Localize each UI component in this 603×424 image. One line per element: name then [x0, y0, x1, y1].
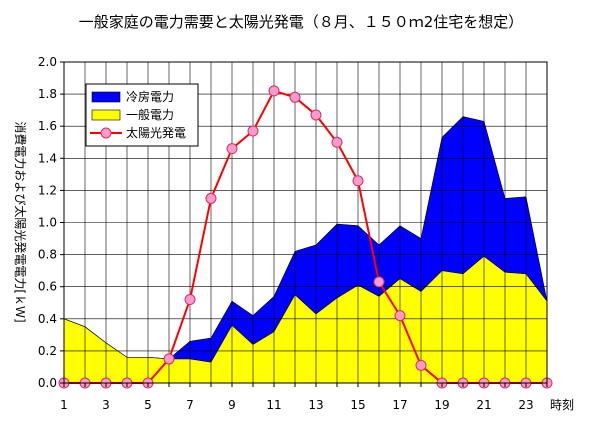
solar-point: [205, 192, 217, 204]
x-tick-label: 23: [518, 398, 533, 412]
solar-point: [163, 353, 175, 365]
y-tick-label: 0.4: [38, 312, 57, 326]
y-axis-ticks: 0.0 0.2 0.4 0.6 0.8 1.0 1.2 1.4 1.6 1.8 2.0: [38, 55, 64, 390]
chart-title: 一般家庭の電力需要と太陽光発電（８月、１５０ｍ2住宅を想定）: [79, 13, 524, 31]
y-tick-label: 1.4: [38, 151, 57, 165]
y-tick-label: 0.8: [38, 248, 57, 262]
y-tick-label: 0.6: [38, 280, 57, 294]
legend-marker: [100, 127, 112, 139]
solar-point: [247, 125, 259, 137]
solar-point: [373, 276, 385, 288]
solar-point: [394, 310, 406, 322]
y-tick-label: 0.0: [38, 376, 57, 390]
x-tick-label: 11: [266, 398, 281, 412]
y-tick-label: 1.8: [38, 87, 57, 101]
x-axis-label: 時刻: [550, 398, 574, 412]
solar-point: [331, 136, 343, 148]
y-tick-label: 2.0: [38, 55, 57, 69]
x-tick-label: 17: [392, 398, 407, 412]
solar-point: [415, 359, 427, 371]
solar-point: [352, 175, 364, 187]
legend-entry: 一般電力: [126, 107, 174, 122]
solar-point: [226, 143, 238, 155]
legend-swatch: [91, 109, 121, 121]
y-axis-label: 消費電力および太陽光発電電力[ｋＷ]: [13, 121, 28, 322]
legend-swatch: [91, 91, 121, 103]
x-tick-label: 1: [60, 398, 68, 412]
solar-point: [289, 91, 301, 103]
y-tick-label: 0.2: [38, 344, 57, 358]
y-tick-label: 1.0: [38, 216, 57, 230]
legend-entry: 冷房電力: [126, 89, 174, 104]
plot-area: [58, 61, 553, 389]
y-tick-label: 1.2: [38, 183, 57, 197]
x-tick-label: 3: [102, 398, 110, 412]
x-tick-label: 5: [144, 398, 152, 412]
x-tick-label: 7: [186, 398, 194, 412]
solar-point: [184, 294, 196, 306]
solar-point: [268, 85, 280, 97]
x-tick-label: 21: [476, 398, 491, 412]
legend-entry: 太陽光発電: [126, 125, 186, 140]
x-axis-ticks: 1 3 5 7 9 11 13 15 17 19 21 23: [60, 383, 548, 412]
x-tick-label: 13: [308, 398, 323, 412]
y-tick-label: 1.6: [38, 119, 57, 133]
x-tick-label: 19: [434, 398, 449, 412]
x-tick-label: 15: [350, 398, 365, 412]
solar-point: [310, 109, 322, 121]
x-tick-label: 9: [228, 398, 236, 412]
